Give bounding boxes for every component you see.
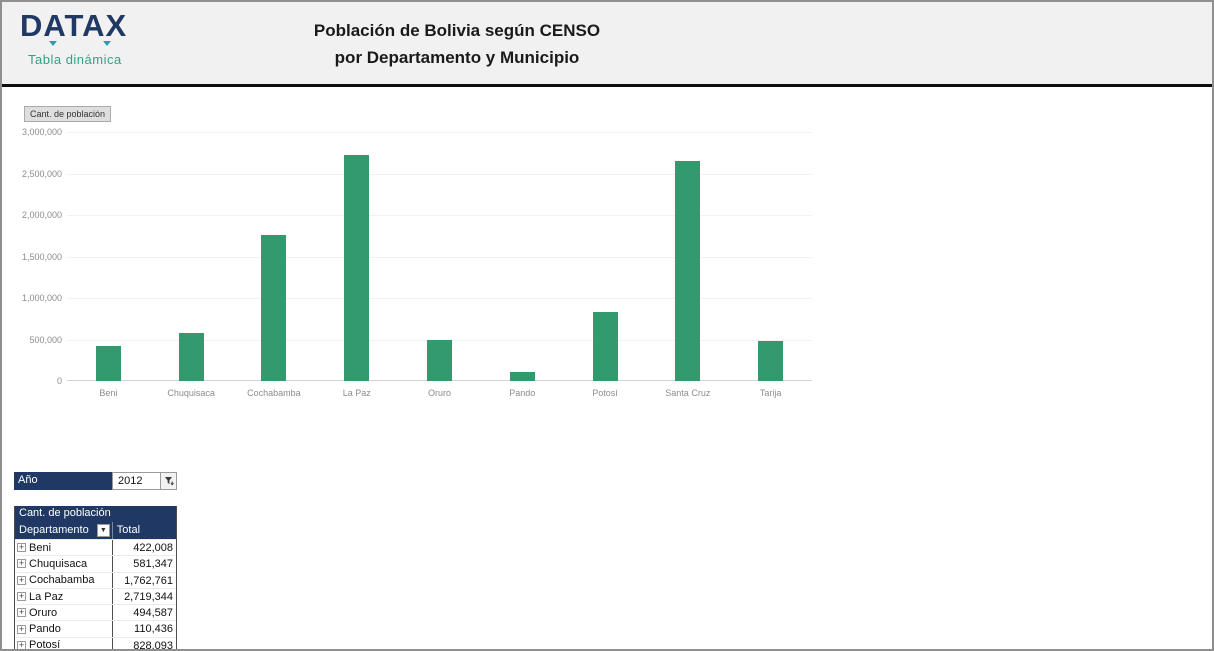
x-axis-category-label: Pando — [509, 388, 536, 398]
bar-santa-cruz — [675, 161, 701, 381]
bar-chuquisaca — [178, 333, 204, 381]
department-total: 1,762,761 — [111, 572, 176, 588]
pivot-colheader-departamento: Departamento ▼ — [15, 522, 112, 539]
pivot-colheader-departamento-label: Departamento — [19, 524, 89, 536]
pivot-row-label-cell: + Chuquisaca — [15, 556, 112, 571]
y-axis-tick-label: 2,500,000 — [21, 168, 62, 179]
gridline — [67, 132, 812, 133]
pivot-row-potosí: + Potosí 828,093 — [15, 636, 176, 651]
pivot-row-oruro: + Oruro 494,587 — [15, 604, 176, 621]
pivot-table: Cant. de población Departamento ▼ Total … — [14, 506, 177, 651]
page-title-line2: por Departamento y Municipio — [334, 48, 580, 67]
x-axis-category-label: Oruro — [427, 388, 451, 398]
x-axis-category-label: Chuquisaca — [167, 388, 215, 398]
pivot-row-label-cell: + Oruro — [15, 605, 112, 620]
department-total: 110,436 — [111, 621, 176, 637]
bar-potosí — [592, 312, 618, 381]
department-name: Beni — [29, 541, 52, 554]
y-axis-tick-label: 3,000,000 — [21, 127, 62, 137]
chart-y-axis: 0 500,000 1,000,000 1,500,000 2,000,000 2,500… — [6, 127, 62, 386]
logo-accent-icon — [49, 41, 57, 46]
pivot-row-pando: + Pando 110,436 — [15, 620, 176, 637]
page-title-line1: Población de Bolivia según CENSO — [313, 21, 601, 40]
department-total: 581,347 — [111, 556, 176, 572]
pivot-row-label-cell: + Potosí — [15, 638, 112, 651]
funnel-filter-icon — [164, 477, 174, 486]
bar-cochabamba — [261, 235, 287, 381]
department-name: Chuquisaca — [29, 557, 88, 570]
departamento-dropdown-button[interactable]: ▼ — [96, 524, 110, 537]
bar-pando — [509, 372, 535, 381]
department-total: 422,008 — [111, 540, 176, 556]
bar-tarija — [758, 341, 784, 381]
gridline — [67, 256, 812, 258]
pivot-row-label-cell: + Pando — [15, 621, 112, 636]
bar-la-paz — [344, 155, 370, 381]
pivot-row-cochabamba: + Cochabamba 1,762,761 — [15, 571, 176, 588]
x-axis-category-label: La Paz — [342, 388, 371, 398]
datax-logo: DATAX — [20, 8, 128, 43]
x-axis-category-label: Potosí — [592, 388, 618, 398]
pivot-rows: + Beni 422,008 + Chuquisaca 581,347 + Cochabamb… — [15, 539, 176, 651]
year-filter-dropdown-button[interactable] — [160, 472, 177, 490]
expand-icon[interactable]: + — [17, 558, 26, 569]
gridline — [67, 298, 812, 299]
expand-icon[interactable]: + — [17, 591, 26, 602]
expand-icon[interactable]: + — [17, 623, 26, 634]
pivot-row-label-cell: + La Paz — [15, 589, 112, 604]
department-name: Potosí — [29, 639, 61, 651]
bar-oruro — [427, 340, 452, 381]
department-name: Pando — [29, 623, 61, 636]
expand-icon[interactable]: + — [17, 574, 26, 585]
chart-plot-area — [67, 132, 812, 381]
x-axis-category-label: Cochabamba — [247, 388, 301, 398]
department-total: 2,719,344 — [111, 588, 176, 605]
x-axis-category-label: Beni — [99, 388, 118, 398]
chart-x-axis: Beni Chuquisaca Cochabamba La Paz Oruro Pando… — [67, 388, 812, 400]
x-axis-category-label: Tarija — [759, 388, 782, 398]
department-total: 494,587 — [111, 605, 176, 621]
pivot-row-la-paz: + La Paz 2,719,344 — [15, 587, 176, 605]
logo-accent-icon — [103, 41, 111, 46]
y-axis-tick-label: 2,000,000 — [21, 210, 62, 220]
department-name: Cochabamba — [29, 574, 95, 587]
pivot-row-beni: + Beni 422,008 — [15, 539, 176, 556]
year-filter-label: Año — [14, 472, 112, 490]
x-axis-category-label: Santa Cruz — [665, 388, 711, 398]
expand-icon[interactable]: + — [17, 607, 26, 618]
department-total: 828,093 — [111, 637, 176, 649]
gridline — [67, 215, 812, 216]
pivot-column-headers: Departamento ▼ Total — [15, 522, 176, 539]
y-axis-tick-label: 1,500,000 — [21, 251, 62, 262]
y-axis-tick-label: 500,000 — [29, 334, 62, 345]
y-axis-tick-label: 1,000,000 — [21, 293, 62, 303]
header-band: DATAX Tabla dinámica Población de Bolivi… — [2, 2, 1212, 87]
year-filter-value[interactable]: 2012 — [112, 472, 160, 490]
y-axis-tick-label: 0 — [56, 376, 62, 386]
pivot-row-label-cell: + Cochabamba — [15, 573, 112, 588]
pivot-row-chuquisaca: + Chuquisaca 581,347 — [15, 555, 176, 572]
logo-subtitle: Tabla dinámica — [28, 52, 122, 67]
pivot-values-header: Cant. de población — [15, 506, 176, 522]
expand-icon[interactable]: + — [17, 542, 26, 553]
pivot-row-label-cell: + Beni — [15, 540, 112, 555]
bar-beni — [95, 346, 121, 381]
department-name: La Paz — [29, 590, 64, 603]
expand-icon[interactable]: + — [17, 639, 26, 650]
chart-field-button[interactable]: Cant. de población — [24, 106, 112, 122]
year-filter-row: Año 2012 — [14, 472, 177, 490]
page-title: Población de Bolivia según CENSO por Dep… — [282, 17, 632, 71]
department-name: Oruro — [29, 606, 58, 619]
gridline — [67, 173, 812, 175]
pivot-colheader-total: Total — [111, 522, 176, 539]
